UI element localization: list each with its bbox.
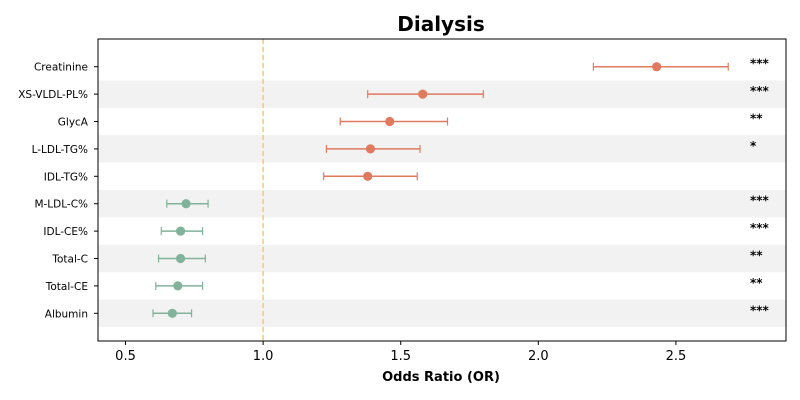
significance-label: **: [750, 276, 763, 290]
odds-ratio-point: [175, 226, 186, 236]
row-stripe: [98, 190, 786, 218]
forest-row: IDL-TG%: [44, 171, 418, 183]
forest-row: Total-CE **: [45, 276, 764, 293]
axes: 0.5 1.0 1.5 2.0 2.5: [94, 38, 787, 364]
odds-ratio-point: [418, 89, 428, 99]
x-tick-label: 2.0: [528, 349, 549, 364]
significance-label: ***: [750, 303, 770, 317]
odds-ratio-point: [175, 253, 186, 264]
data-marks: Creatinine ***XS-VLDL-PL% ***GlycA **L-LDL-…: [18, 57, 769, 321]
plot-frame: [97, 38, 787, 342]
forest-row: Total-C **: [51, 249, 763, 266]
forest-row: IDL-CE% ***: [43, 221, 769, 238]
significance-label: ***: [750, 221, 770, 235]
category-label: XS-VLDL-PL%: [18, 89, 88, 101]
category-label: M-LDL-C%: [34, 199, 88, 211]
significance-label: **: [750, 249, 763, 263]
x-tick-label: 1.0: [253, 349, 274, 364]
category-label: IDL-CE%: [43, 226, 88, 238]
forest-row: Creatinine ***: [34, 57, 770, 74]
significance-label: ***: [750, 84, 770, 98]
odds-ratio-point: [363, 171, 373, 181]
forest-row: L-LDL-TG% *: [32, 139, 757, 156]
x-tick-label: 1.5: [390, 349, 411, 364]
row-stripe: [98, 244, 786, 273]
x-tick-label: 2.5: [666, 349, 687, 364]
forest-row: Albumin ***: [45, 303, 770, 320]
forest-row: XS-VLDL-PL% ***: [18, 84, 769, 101]
category-label: Albumin: [45, 308, 88, 320]
odds-ratio-point: [652, 62, 662, 72]
odds-ratio-point: [167, 308, 177, 318]
category-label: Total-C: [51, 254, 88, 266]
category-label: Creatinine: [34, 62, 88, 74]
category-label: L-LDL-TG%: [32, 144, 88, 156]
odds-ratio-point: [365, 144, 376, 154]
category-label: Total-CE: [45, 281, 88, 293]
significance-label: ***: [750, 194, 770, 208]
category-label: GlycA: [58, 117, 89, 129]
significance-label: *: [750, 139, 757, 153]
odds-ratio-point: [385, 116, 395, 127]
x-axis-label: Odds Ratio (OR): [382, 370, 500, 385]
forest-row: GlycA **: [58, 112, 764, 129]
odds-ratio-point: [173, 281, 183, 291]
row-stripes: [98, 80, 786, 327]
x-tick-label: 0.5: [115, 349, 136, 364]
row-stripe: [98, 299, 786, 327]
row-stripe: [98, 135, 786, 163]
category-label: IDL-TG%: [44, 171, 88, 183]
forest-row: M-LDL-C% ***: [34, 194, 769, 211]
significance-label: **: [750, 112, 763, 126]
odds-ratio-point: [181, 199, 191, 209]
significance-label: ***: [750, 57, 770, 71]
chart-title: Dialysis: [397, 12, 485, 36]
